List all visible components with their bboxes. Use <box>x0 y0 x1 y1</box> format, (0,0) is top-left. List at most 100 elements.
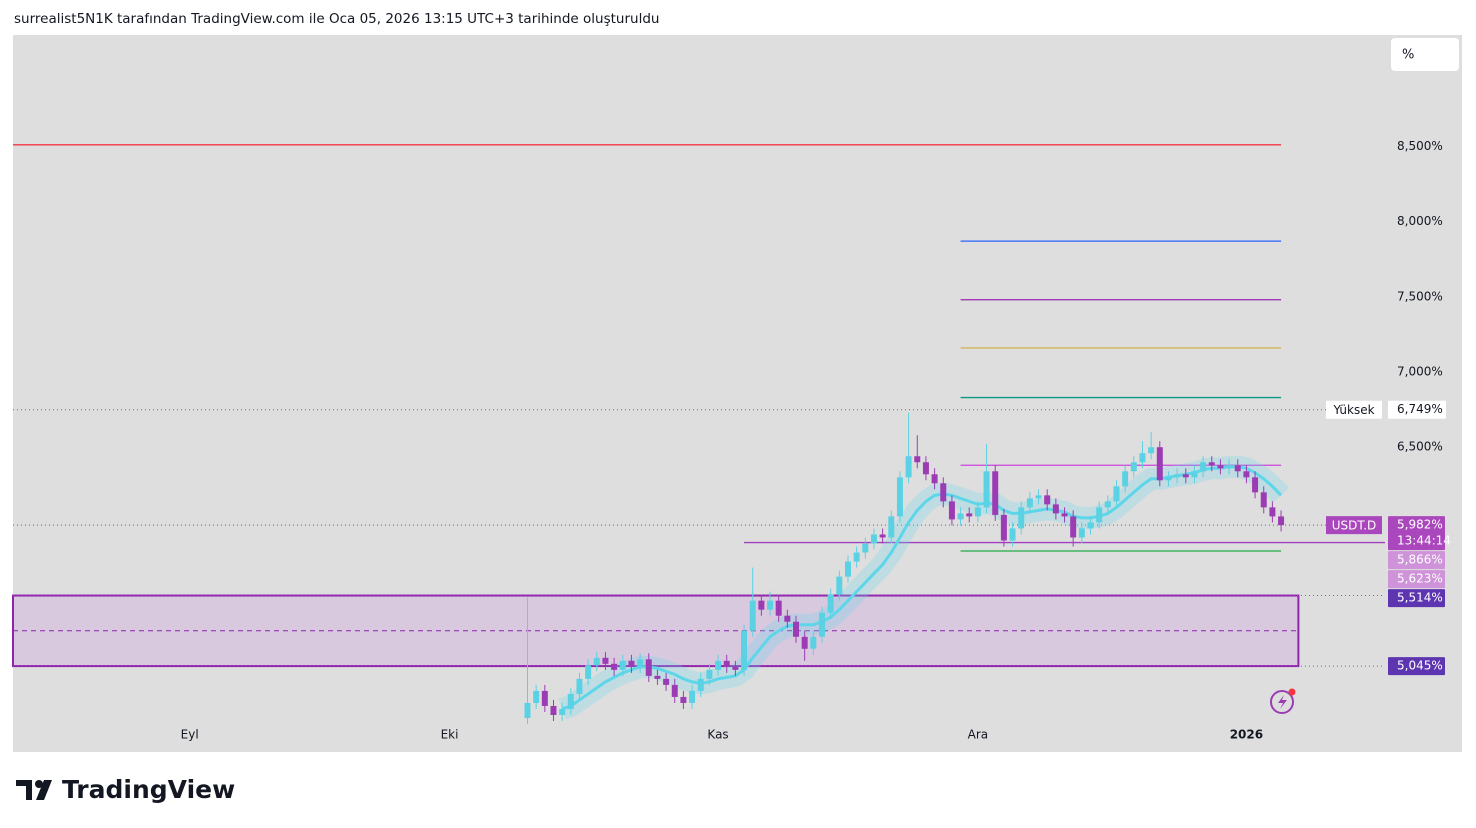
candle-body <box>1061 513 1068 517</box>
chart-panel <box>13 35 1462 752</box>
candle-body <box>966 513 973 517</box>
price-tag-box <box>1326 516 1382 535</box>
candle-body <box>983 471 990 508</box>
candle-body <box>1182 474 1189 478</box>
header-title: surrealist5N1K tarafından TradingView.co… <box>14 11 659 27</box>
price-tag-box <box>1326 400 1382 419</box>
candle-body <box>940 483 947 502</box>
price-label: 5,866% <box>1397 553 1443 567</box>
price-label-box <box>1388 400 1446 419</box>
candle-body <box>611 663 618 670</box>
price-label: 5,514% <box>1397 591 1443 605</box>
candle-body <box>974 507 981 517</box>
candle-body <box>914 456 921 463</box>
x-tick-label: 2026 <box>1230 728 1263 742</box>
x-tick-label: Eyl <box>181 728 199 742</box>
candle-body <box>715 660 722 670</box>
candle-body <box>1052 504 1059 514</box>
candle-body <box>628 660 635 667</box>
candle-body <box>1243 471 1250 478</box>
brand-name: TradingView <box>62 775 235 804</box>
candle-body <box>533 690 540 703</box>
candle-body <box>1139 453 1146 463</box>
price-label-box <box>1388 657 1445 676</box>
x-tick-label: Eki <box>441 728 459 742</box>
price-label: 5,623% <box>1397 572 1443 586</box>
candle-body <box>1018 507 1025 529</box>
scale-button[interactable] <box>1391 38 1459 71</box>
candle-body <box>1000 514 1007 541</box>
candle-body <box>706 669 713 679</box>
candle-body <box>559 708 566 715</box>
candle-body <box>1035 495 1042 499</box>
candle-body <box>680 696 687 703</box>
candle-body <box>957 513 964 520</box>
candle-body <box>879 534 886 538</box>
y-tick-label: 7,500% <box>1397 289 1443 303</box>
x-tick-label: Ara <box>968 728 989 742</box>
candle-body <box>801 636 808 649</box>
candle-body <box>637 659 644 667</box>
candle-body <box>1234 465 1241 472</box>
candle-body <box>758 600 765 610</box>
candle-body <box>1009 528 1016 541</box>
candle-body <box>619 660 626 670</box>
candle-body <box>1200 462 1207 472</box>
candle-body <box>749 600 756 631</box>
candle-body <box>585 665 592 679</box>
candle-body <box>524 702 531 718</box>
y-tick-label: 8,500% <box>1397 139 1443 153</box>
candle-body <box>593 657 600 666</box>
x-tick-label: Kas <box>707 728 728 742</box>
candle-body <box>723 660 730 667</box>
candle-body <box>931 474 938 484</box>
candle-body <box>810 636 817 649</box>
candle-body <box>862 543 869 553</box>
candle-body <box>1078 528 1085 538</box>
scale-button-label[interactable]: % <box>1402 48 1414 63</box>
candle-body <box>1191 471 1198 478</box>
y-tick-label: 8,000% <box>1397 214 1443 228</box>
price-countdown: 13:44:14 <box>1397 534 1451 548</box>
candle-body <box>567 693 574 709</box>
candle-body <box>1174 474 1181 478</box>
candle-body <box>663 678 670 685</box>
candle-body <box>827 594 834 613</box>
candle-body <box>896 477 903 517</box>
candle-body <box>654 675 661 679</box>
candle-body <box>818 612 825 637</box>
candle-body <box>844 561 851 577</box>
candle-body <box>767 600 774 610</box>
price-label-box <box>1388 551 1445 570</box>
price-label: 5,045% <box>1397 659 1443 673</box>
candle-body <box>948 501 955 520</box>
alert-icon[interactable] <box>1270 688 1296 714</box>
candle-body <box>793 621 800 637</box>
brand-logo <box>16 780 52 800</box>
candle-body <box>602 657 609 664</box>
candle-body <box>905 456 912 478</box>
candle-body <box>1165 477 1172 481</box>
price-label-box <box>1388 589 1445 608</box>
price-label: 6,749% <box>1397 402 1443 416</box>
candle-body <box>1217 465 1224 469</box>
candle-body <box>1096 507 1103 523</box>
candle-body <box>1260 492 1267 508</box>
candle-body <box>1148 447 1155 454</box>
candle-body <box>645 659 652 676</box>
candle-body <box>671 684 678 697</box>
candle-body <box>1130 462 1137 472</box>
candle-body <box>1113 486 1120 502</box>
candle-body <box>1070 516 1077 538</box>
candle-body <box>1269 507 1276 517</box>
candle-body <box>1208 462 1215 466</box>
y-tick-label: 7,000% <box>1397 364 1443 378</box>
candle-body <box>836 576 843 595</box>
plot: 8,500% 8,000% 7,500% 7,000% 6,500% Eyl Eki Kas A… <box>12 139 1451 742</box>
y-tick-label: 6,500% <box>1397 440 1443 454</box>
price-tag: Yüksek <box>1332 403 1374 417</box>
candle-body <box>1122 471 1129 487</box>
candle-body <box>853 552 860 562</box>
candle-body <box>1087 522 1094 529</box>
